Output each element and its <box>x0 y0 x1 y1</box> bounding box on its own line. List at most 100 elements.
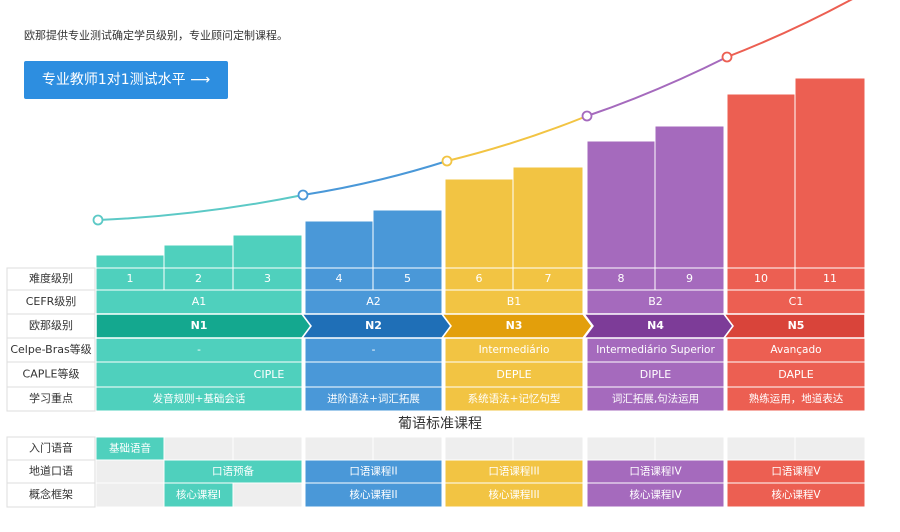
level-bar <box>95 254 165 269</box>
growth-curve <box>302 160 448 196</box>
empty-cell <box>372 436 443 461</box>
curve-node <box>581 110 593 122</box>
cefr-level: B1 <box>507 295 522 308</box>
empty-cell <box>586 436 656 461</box>
curve-node <box>297 189 309 201</box>
test-button[interactable]: 专业教师1对1测试水平 ⟶ <box>24 61 228 99</box>
empty-cell <box>444 436 514 461</box>
level-bar <box>512 166 584 269</box>
course-label: 地道口语 <box>29 464 73 478</box>
course-label: 概念框架 <box>29 487 73 501</box>
curve-node <box>721 51 733 63</box>
empty-cell <box>794 436 866 461</box>
course-cell <box>304 482 443 508</box>
level-number: 2 <box>195 272 202 285</box>
growth-curve <box>446 115 588 162</box>
oufei-chevron <box>440 313 593 339</box>
row-label-cell <box>6 337 96 363</box>
study-focus: 系统语法+记忆句型 <box>468 392 561 405</box>
course-name: 口语课程II <box>349 466 397 478</box>
level-number: 6 <box>476 272 483 285</box>
course-name: 口语课程V <box>771 466 821 478</box>
empty-cell <box>512 436 584 461</box>
level-number: 8 <box>618 272 625 285</box>
level-bar <box>794 77 866 269</box>
level-number: 5 <box>404 272 411 285</box>
growth-curve <box>97 194 304 221</box>
caple-level: DIPLE <box>640 368 671 381</box>
caple-level: DEPLE <box>496 368 531 381</box>
group-cell <box>726 289 866 315</box>
caple-level: CIPLE <box>254 368 285 381</box>
level-bar <box>232 234 303 269</box>
celpe-level: Intermediário <box>479 344 550 356</box>
course-name: 口语课程III <box>488 466 539 478</box>
courses-title: 葡语标准课程 <box>398 416 482 432</box>
group-cell <box>95 289 303 315</box>
empty-cell <box>304 436 374 461</box>
empty-cell <box>163 436 234 461</box>
oufei-level: N3 <box>506 319 523 332</box>
curve-node <box>92 214 104 226</box>
row-label-cell <box>6 313 96 339</box>
course-cell <box>726 482 866 508</box>
course-name: 核心课程V <box>771 488 821 501</box>
course-cell <box>444 482 584 508</box>
study-focus: 词汇拓展,句法运用 <box>612 392 699 405</box>
group-cell <box>304 386 443 412</box>
course-name: 核心课程IV <box>629 488 682 501</box>
group-cell <box>95 361 303 388</box>
empty-cell <box>232 482 303 508</box>
level-number: 7 <box>545 272 552 285</box>
level-number: 1 <box>127 272 134 285</box>
row-label-cell <box>6 386 96 412</box>
oufei-chevron <box>722 313 866 339</box>
growth-curve <box>586 56 728 117</box>
empty-cell <box>95 459 165 484</box>
course-label-cell <box>6 482 96 508</box>
course-name: 基础语音 <box>109 442 151 455</box>
group-cell <box>444 337 584 363</box>
row-label: CAPLE等级 <box>23 367 80 381</box>
group-cell <box>586 386 725 412</box>
level-bar <box>654 125 725 269</box>
course-name: 核心课程II <box>349 488 397 501</box>
celpe-level: - <box>197 344 201 356</box>
row-label: 学习重点 <box>29 391 73 405</box>
level-bar <box>163 244 234 269</box>
empty-cell <box>232 436 303 461</box>
course-name: 口语课程IV <box>629 466 682 478</box>
oufei-level: N2 <box>365 319 382 332</box>
course-cell <box>163 482 234 508</box>
row-label: 难度级别 <box>29 271 73 285</box>
study-focus: 进阶语法+词汇拓展 <box>327 392 420 405</box>
group-cell <box>95 386 303 412</box>
celpe-level: - <box>372 344 376 356</box>
row-label: Celpe-Bras等级 <box>10 342 91 356</box>
level-bar <box>586 140 656 269</box>
level-bar <box>726 93 796 269</box>
group-cell <box>726 386 866 412</box>
cefr-level: A1 <box>192 295 207 308</box>
group-cell <box>304 361 443 388</box>
level-number: 11 <box>823 272 837 285</box>
empty-cell <box>95 482 165 508</box>
empty-cell <box>726 436 796 461</box>
level-number: 4 <box>336 272 343 285</box>
group-cell <box>586 361 725 388</box>
curve-node <box>441 155 453 167</box>
celpe-level: Intermediário Superior <box>596 344 715 356</box>
row-label: CEFR级别 <box>26 295 77 308</box>
course-name: 核心课程III <box>488 488 539 501</box>
oufei-level: N5 <box>788 319 805 332</box>
row-label-cell <box>6 289 96 315</box>
group-cell <box>444 289 584 315</box>
course-name: 核心课程I <box>176 488 221 501</box>
caple-level: DAPLE <box>778 368 814 381</box>
intro-text: 欧那提供专业测试确定学员级别，专业顾问定制课程。 <box>24 29 288 42</box>
group-cell <box>444 386 584 412</box>
level-number: 3 <box>264 272 271 285</box>
celpe-level: Avançado <box>770 344 821 356</box>
